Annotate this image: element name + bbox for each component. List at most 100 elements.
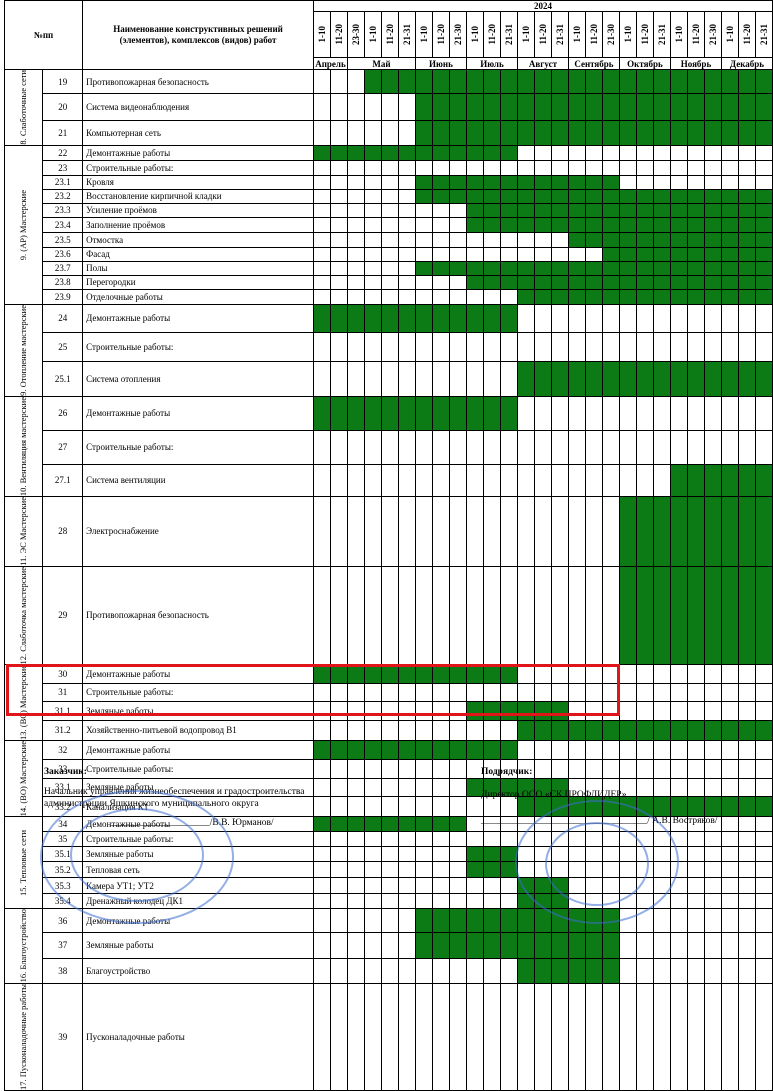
- task-row: 23.5 Отмостка: [5, 231, 773, 248]
- gantt-empty-cell: [329, 846, 348, 863]
- gantt-empty-cell: [567, 495, 586, 567]
- gantt-empty-cell: [329, 758, 348, 779]
- gantt-empty-cell: [397, 846, 416, 863]
- gantt-bar-cell: [465, 303, 484, 334]
- gantt-bar-cell: [686, 288, 705, 305]
- gantt-bar-cell: [686, 93, 705, 122]
- gantt-bar-cell: [465, 740, 484, 760]
- gantt-empty-cell: [414, 777, 433, 798]
- gantt-empty-cell: [584, 463, 603, 497]
- gantt-empty-cell: [601, 758, 620, 779]
- month-label: Май: [346, 57, 416, 70]
- gantt-empty-cell: [465, 957, 484, 984]
- gantt-empty-cell: [312, 120, 331, 146]
- gantt-empty-cell: [346, 332, 365, 363]
- gantt-bar-cell: [431, 932, 450, 959]
- gantt-empty-cell: [737, 932, 756, 959]
- group-label: 17. Пусконаладочные работы: [3, 982, 44, 1091]
- gantt-empty-cell: [448, 288, 467, 305]
- gantt-empty-cell: [329, 202, 348, 218]
- gantt-empty-cell: [414, 274, 433, 290]
- gantt-empty-cell: [312, 361, 331, 397]
- gantt-empty-cell: [720, 777, 739, 798]
- gantt-empty-cell: [312, 216, 331, 233]
- gantt-empty-cell: [652, 463, 671, 497]
- gantt-bar-cell: [567, 231, 586, 248]
- gantt-empty-cell: [380, 246, 399, 262]
- gantt-empty-cell: [618, 683, 637, 702]
- gantt-bar-cell: [618, 188, 637, 204]
- task-number: 24: [42, 303, 84, 334]
- gantt-bar-cell: [465, 395, 484, 431]
- gantt-empty-cell: [346, 288, 365, 305]
- gantt-empty-cell: [448, 719, 467, 742]
- gantt-empty-cell: [346, 700, 365, 721]
- month-label: Июль: [465, 57, 518, 70]
- task-name: Демонтажные работы: [82, 740, 314, 760]
- task-name: Полы: [82, 260, 314, 276]
- gantt-empty-cell: [550, 495, 569, 567]
- gantt-bar-cell: [550, 700, 569, 721]
- gantt-empty-cell: [499, 495, 518, 567]
- gantt-empty-cell: [618, 932, 637, 959]
- gantt-bar-cell: [652, 719, 671, 742]
- gantt-empty-cell: [635, 982, 654, 1091]
- gantt-empty-cell: [397, 332, 416, 363]
- gantt-bar-cell: [363, 740, 382, 760]
- gantt-bar-cell: [397, 664, 416, 685]
- gantt-bar-cell: [533, 932, 552, 959]
- gantt-empty-cell: [567, 700, 586, 721]
- gantt-bar-cell: [431, 188, 450, 204]
- gantt-empty-cell: [567, 565, 586, 666]
- gantt-empty-cell: [363, 159, 382, 176]
- gantt-bar-cell: [533, 361, 552, 397]
- gantt-empty-cell: [329, 246, 348, 262]
- task-name: Фасад: [82, 246, 314, 262]
- gantt-bar-cell: [516, 274, 535, 290]
- task-name: Заполнение проёмов: [82, 216, 314, 233]
- gantt-bar-cell: [635, 495, 654, 567]
- gantt-bar-cell: [346, 740, 365, 760]
- gantt-empty-cell: [499, 877, 518, 895]
- gantt-empty-cell: [584, 332, 603, 363]
- gantt-empty-cell: [431, 982, 450, 1091]
- task-number: 20: [42, 93, 84, 122]
- gantt-empty-cell: [686, 957, 705, 984]
- gantt-empty-cell: [737, 777, 756, 798]
- gantt-empty-cell: [397, 957, 416, 984]
- gantt-bar-cell: [499, 303, 518, 334]
- task-name: Демонтажные работы: [82, 395, 314, 431]
- gantt-empty-cell: [686, 846, 705, 863]
- gantt-bar-cell: [431, 303, 450, 334]
- gantt-empty-cell: [720, 740, 739, 760]
- gantt-bar-cell: [703, 260, 722, 276]
- gantt-empty-cell: [397, 246, 416, 262]
- gantt-empty-cell: [652, 982, 671, 1091]
- gantt-bar-cell: [686, 361, 705, 397]
- gantt-empty-cell: [397, 877, 416, 895]
- gantt-empty-cell: [448, 861, 467, 879]
- gantt-empty-cell: [465, 246, 484, 262]
- gantt-empty-cell: [516, 982, 535, 1091]
- gantt-bar-cell: [635, 188, 654, 204]
- gantt-bar-cell: [414, 188, 433, 204]
- gantt-empty-cell: [669, 932, 688, 959]
- gantt-empty-cell: [346, 246, 365, 262]
- gantt-empty-cell: [516, 395, 535, 431]
- gantt-bar-cell: [363, 664, 382, 685]
- gantt-empty-cell: [618, 395, 637, 431]
- gantt-bar-cell: [465, 932, 484, 959]
- period-label: 1-10: [312, 11, 331, 58]
- period-label: 1-10: [363, 11, 382, 58]
- gantt-empty-cell: [754, 932, 773, 959]
- gantt-empty-cell: [754, 664, 773, 685]
- gantt-empty-cell: [312, 174, 331, 190]
- gantt-empty-cell: [329, 683, 348, 702]
- gantt-schedule-table: №пп Наименование конструктивных решений (…: [3, 0, 773, 1091]
- gantt-empty-cell: [720, 846, 739, 863]
- gantt-bar-cell: [448, 303, 467, 334]
- gantt-bar-cell: [448, 816, 467, 833]
- gantt-empty-cell: [720, 957, 739, 984]
- gantt-bar-cell: [516, 216, 535, 233]
- gantt-empty-cell: [516, 664, 535, 685]
